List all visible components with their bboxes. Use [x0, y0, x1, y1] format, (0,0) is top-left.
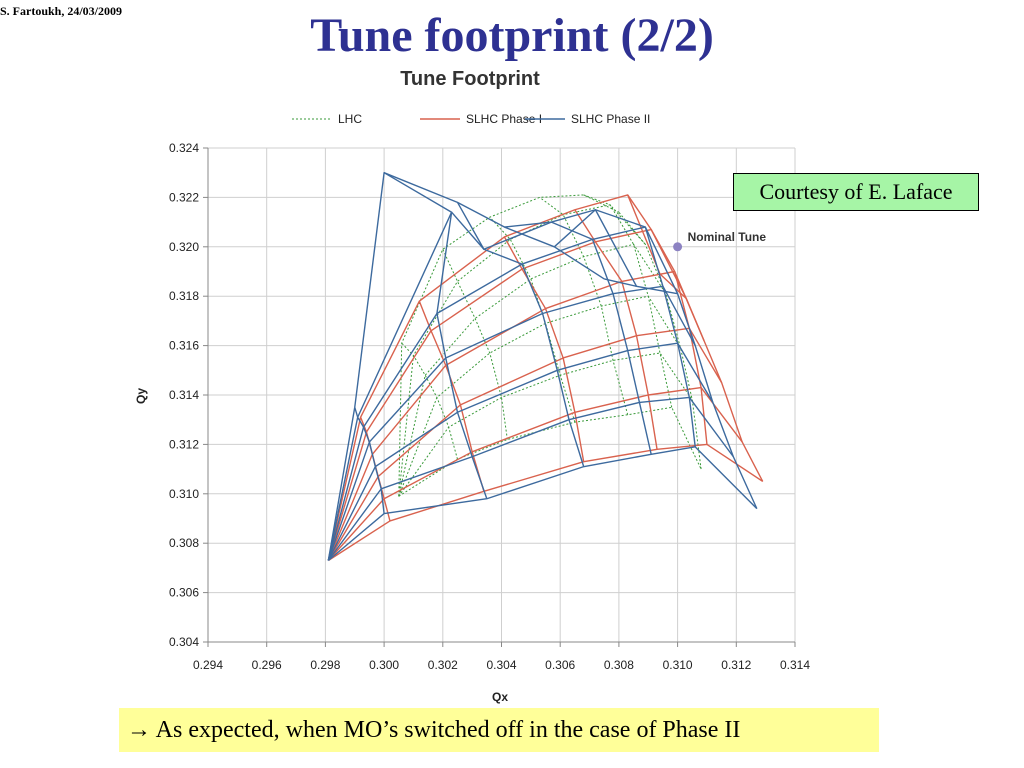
ring-line [504, 221, 652, 455]
ring-line [383, 172, 488, 499]
spoke-line [327, 396, 734, 561]
ring-line [583, 194, 673, 408]
y-tick-label: 0.306 [169, 586, 199, 600]
x-tick-label: 0.310 [663, 658, 693, 672]
ring-line [354, 407, 385, 514]
nominal-tune-point [673, 242, 683, 252]
ring-line [618, 211, 702, 470]
nominal-tune-label: Nominal Tune [688, 230, 767, 244]
spoke-line [398, 243, 667, 497]
series-slhc-phase-ii [327, 171, 758, 562]
y-tick-label: 0.322 [169, 190, 199, 204]
annotations: Nominal Tune [673, 230, 766, 252]
y-tick-label: 0.314 [169, 388, 199, 402]
tick-labels: 0.294 0.296 0.298 0.300 0.302 0.304 0.306 0.308… [169, 141, 810, 672]
y-tick-label: 0.308 [169, 536, 199, 550]
y-tick-label: 0.312 [169, 437, 199, 451]
legend-entry: SLHC Phase II [571, 112, 650, 126]
spoke-line [327, 386, 743, 561]
ring-line [442, 249, 508, 440]
ring-line [401, 342, 458, 460]
y-axis-label: Qy [134, 388, 148, 404]
courtesy-box: Courtesy of E. Laface [733, 173, 979, 211]
ring-line [489, 216, 576, 423]
spoke-line [327, 209, 638, 561]
spoke-line [398, 204, 646, 497]
legend-entry: LHC [338, 112, 362, 126]
y-tick-label: 0.310 [169, 487, 199, 501]
spoke-line [327, 270, 705, 561]
x-tick-label: 0.306 [545, 658, 575, 672]
legend-entry: SLHC Phase I [466, 112, 542, 126]
y-tick-label: 0.318 [169, 289, 199, 303]
slide-title: Tune footprint (2/2) [310, 9, 714, 62]
spoke-line [327, 285, 696, 561]
grid [203, 147, 796, 647]
x-tick-label: 0.308 [604, 658, 634, 672]
chart-title: Tune Footprint [400, 68, 540, 90]
ring-line [659, 273, 764, 482]
ring-line [553, 209, 696, 447]
x-tick-label: 0.300 [369, 658, 399, 672]
x-tick-label: 0.294 [193, 658, 223, 672]
x-tick-label: 0.302 [428, 658, 458, 672]
ring-line [604, 278, 758, 509]
ring-line [574, 209, 658, 450]
x-tick-label: 0.314 [780, 658, 810, 672]
author-date: S. Fartoukh, 24/03/2009 [0, 4, 123, 18]
legend: LHC SLHC Phase I SLHC Phase II [292, 112, 650, 126]
x-tick-label: 0.298 [310, 658, 340, 672]
x-axis-label: Qx [492, 690, 508, 704]
y-tick-label: 0.324 [169, 141, 199, 155]
y-tick-label: 0.320 [169, 240, 199, 254]
y-tick-label: 0.316 [169, 339, 199, 353]
x-tick-label: 0.296 [252, 658, 282, 672]
footnote-box: → As expected, when MO’s switched off in… [119, 708, 879, 752]
ring-line [456, 201, 585, 467]
ring-line [627, 194, 708, 445]
spoke-line [327, 342, 714, 561]
y-tick-label: 0.304 [169, 635, 199, 649]
series-lhc [398, 194, 702, 497]
x-tick-label: 0.304 [486, 658, 516, 672]
x-tick-label: 0.312 [721, 658, 751, 672]
series-layer [327, 171, 764, 562]
